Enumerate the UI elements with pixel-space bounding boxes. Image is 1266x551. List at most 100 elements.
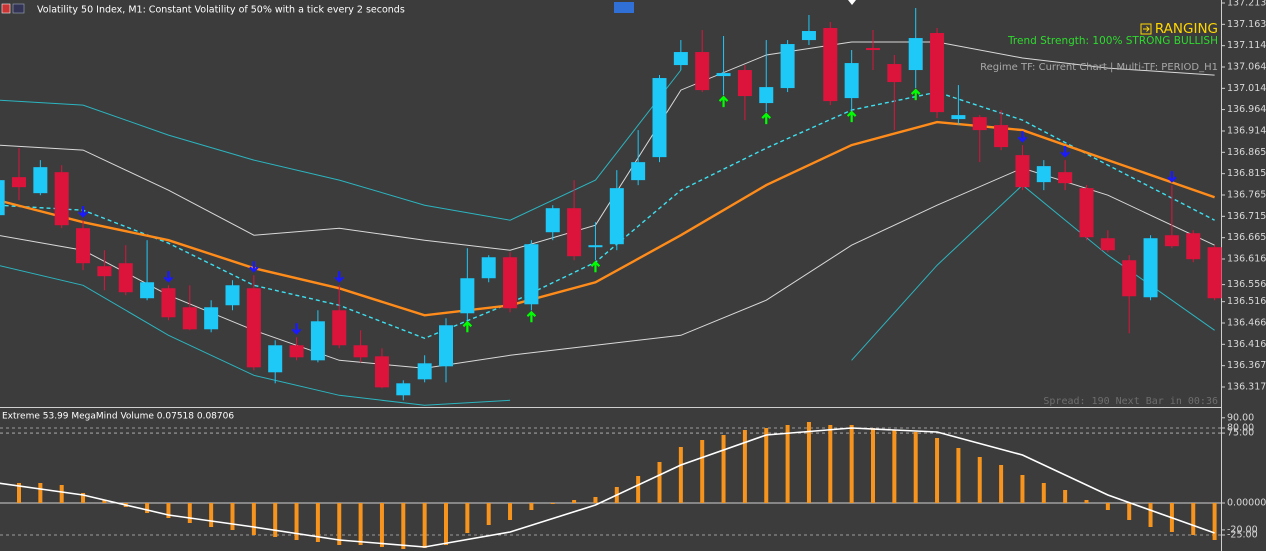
candle-body xyxy=(54,172,69,226)
volume-bar xyxy=(657,462,662,503)
candle-body xyxy=(182,307,197,330)
candle-body xyxy=(652,78,667,158)
candle-body xyxy=(246,288,261,368)
volume-bar xyxy=(977,457,982,503)
y-tick-label: 136.3173 xyxy=(1227,381,1266,392)
indicator-line xyxy=(0,120,1215,317)
candle-body xyxy=(609,188,624,245)
buy-arrow xyxy=(590,260,601,273)
volume-bar xyxy=(678,447,683,503)
y-tick-label: 136.9649 xyxy=(1227,104,1266,115)
volume-bar xyxy=(379,503,384,547)
candle-body xyxy=(417,363,432,380)
candle-body xyxy=(1143,238,1158,298)
volume-bar xyxy=(166,503,171,518)
volume-bar xyxy=(1063,490,1068,503)
volume-bar xyxy=(871,428,875,503)
y-tick-label: -20.00 xyxy=(1227,524,1258,535)
volume-bar xyxy=(1212,503,1217,540)
sell-arrow xyxy=(78,206,88,218)
volume-bar xyxy=(230,503,235,530)
volume-bar xyxy=(337,503,342,545)
volume-bar xyxy=(1020,475,1025,503)
candle-body xyxy=(353,345,368,358)
y-tick-label: 80.00 xyxy=(1227,422,1254,433)
candle-body xyxy=(1207,247,1222,299)
indicator-title: Extreme 53.99 MegaMind Volume 0.07518 0.… xyxy=(2,412,234,422)
y-tick-label: 136.5563 xyxy=(1227,279,1266,290)
volume-bar xyxy=(422,503,427,548)
buy-arrow xyxy=(718,95,729,108)
candle-body xyxy=(481,257,496,279)
volume-bar xyxy=(999,465,1004,503)
candle-body xyxy=(310,321,325,361)
y-tick-label: 136.4169 xyxy=(1227,339,1266,350)
sell-arrow xyxy=(334,271,345,283)
candle-body xyxy=(631,162,646,181)
volume-bar xyxy=(358,503,363,545)
candle-body xyxy=(759,87,774,104)
y-tick-label: 137.0643 xyxy=(1227,61,1266,72)
volume-bar xyxy=(59,485,64,503)
candle-body xyxy=(374,356,389,388)
volume-bar xyxy=(81,493,86,503)
y-tick-label: 136.5165 xyxy=(1227,296,1266,307)
volume-bar xyxy=(721,435,726,503)
y-tick-label: 75.00 xyxy=(1227,428,1254,439)
y-tick-label: 136.7655 xyxy=(1227,189,1266,200)
volume-bar xyxy=(636,476,641,503)
y2-tick-label: 0.00000 xyxy=(1227,498,1266,509)
sell-arrow xyxy=(1167,171,1177,183)
volume-bar xyxy=(742,430,747,503)
candle-body xyxy=(225,285,240,306)
buy-arrow xyxy=(910,88,921,101)
volume-bar xyxy=(764,428,769,503)
volume-bar xyxy=(529,503,534,510)
volume-bar xyxy=(209,503,214,527)
volume-bar xyxy=(145,503,150,513)
candle-body xyxy=(887,64,902,83)
indicator-line xyxy=(0,167,1215,369)
candle-body xyxy=(673,52,688,66)
status-icon-arrow xyxy=(1143,26,1150,32)
volume-bar xyxy=(273,503,278,537)
volume-bar xyxy=(572,500,577,503)
spread-info: Spread: 190 Next Bar in 00:36 xyxy=(1043,396,1218,407)
toolbar-icon[interactable] xyxy=(614,2,634,13)
symbol-icon xyxy=(12,3,25,14)
indicator-line xyxy=(0,69,682,221)
candle-body xyxy=(951,115,966,120)
candle-body xyxy=(1079,188,1094,238)
candle-body xyxy=(524,244,539,305)
buy-arrow xyxy=(462,320,473,333)
candle-body xyxy=(439,325,453,367)
buy-arrow xyxy=(526,310,537,323)
candle-body xyxy=(118,263,133,293)
volume-bar xyxy=(1041,483,1046,503)
volume-bar xyxy=(1191,503,1196,535)
y-tick-label: 90.00 xyxy=(1227,412,1254,423)
volume-bar xyxy=(102,500,107,503)
candle-body xyxy=(204,307,219,330)
candle-body xyxy=(268,345,283,373)
candle-body xyxy=(0,180,5,216)
candle-body xyxy=(97,266,112,277)
volume-bar xyxy=(892,430,897,503)
symbol-icon xyxy=(1,3,11,14)
chart-title: Volatility 50 Index, M1: Constant Volati… xyxy=(37,5,405,16)
y-tick-label: 136.9149 xyxy=(1227,125,1266,136)
volume-bar xyxy=(550,503,555,504)
volume-bar xyxy=(294,503,299,540)
volume-bar xyxy=(315,503,320,542)
volume-bar xyxy=(251,503,256,535)
candle-body xyxy=(503,257,518,309)
candle-body xyxy=(332,310,347,346)
y-tick-label: 136.6659 xyxy=(1227,232,1266,243)
candle-body xyxy=(695,52,710,91)
volume-bar xyxy=(444,503,448,545)
